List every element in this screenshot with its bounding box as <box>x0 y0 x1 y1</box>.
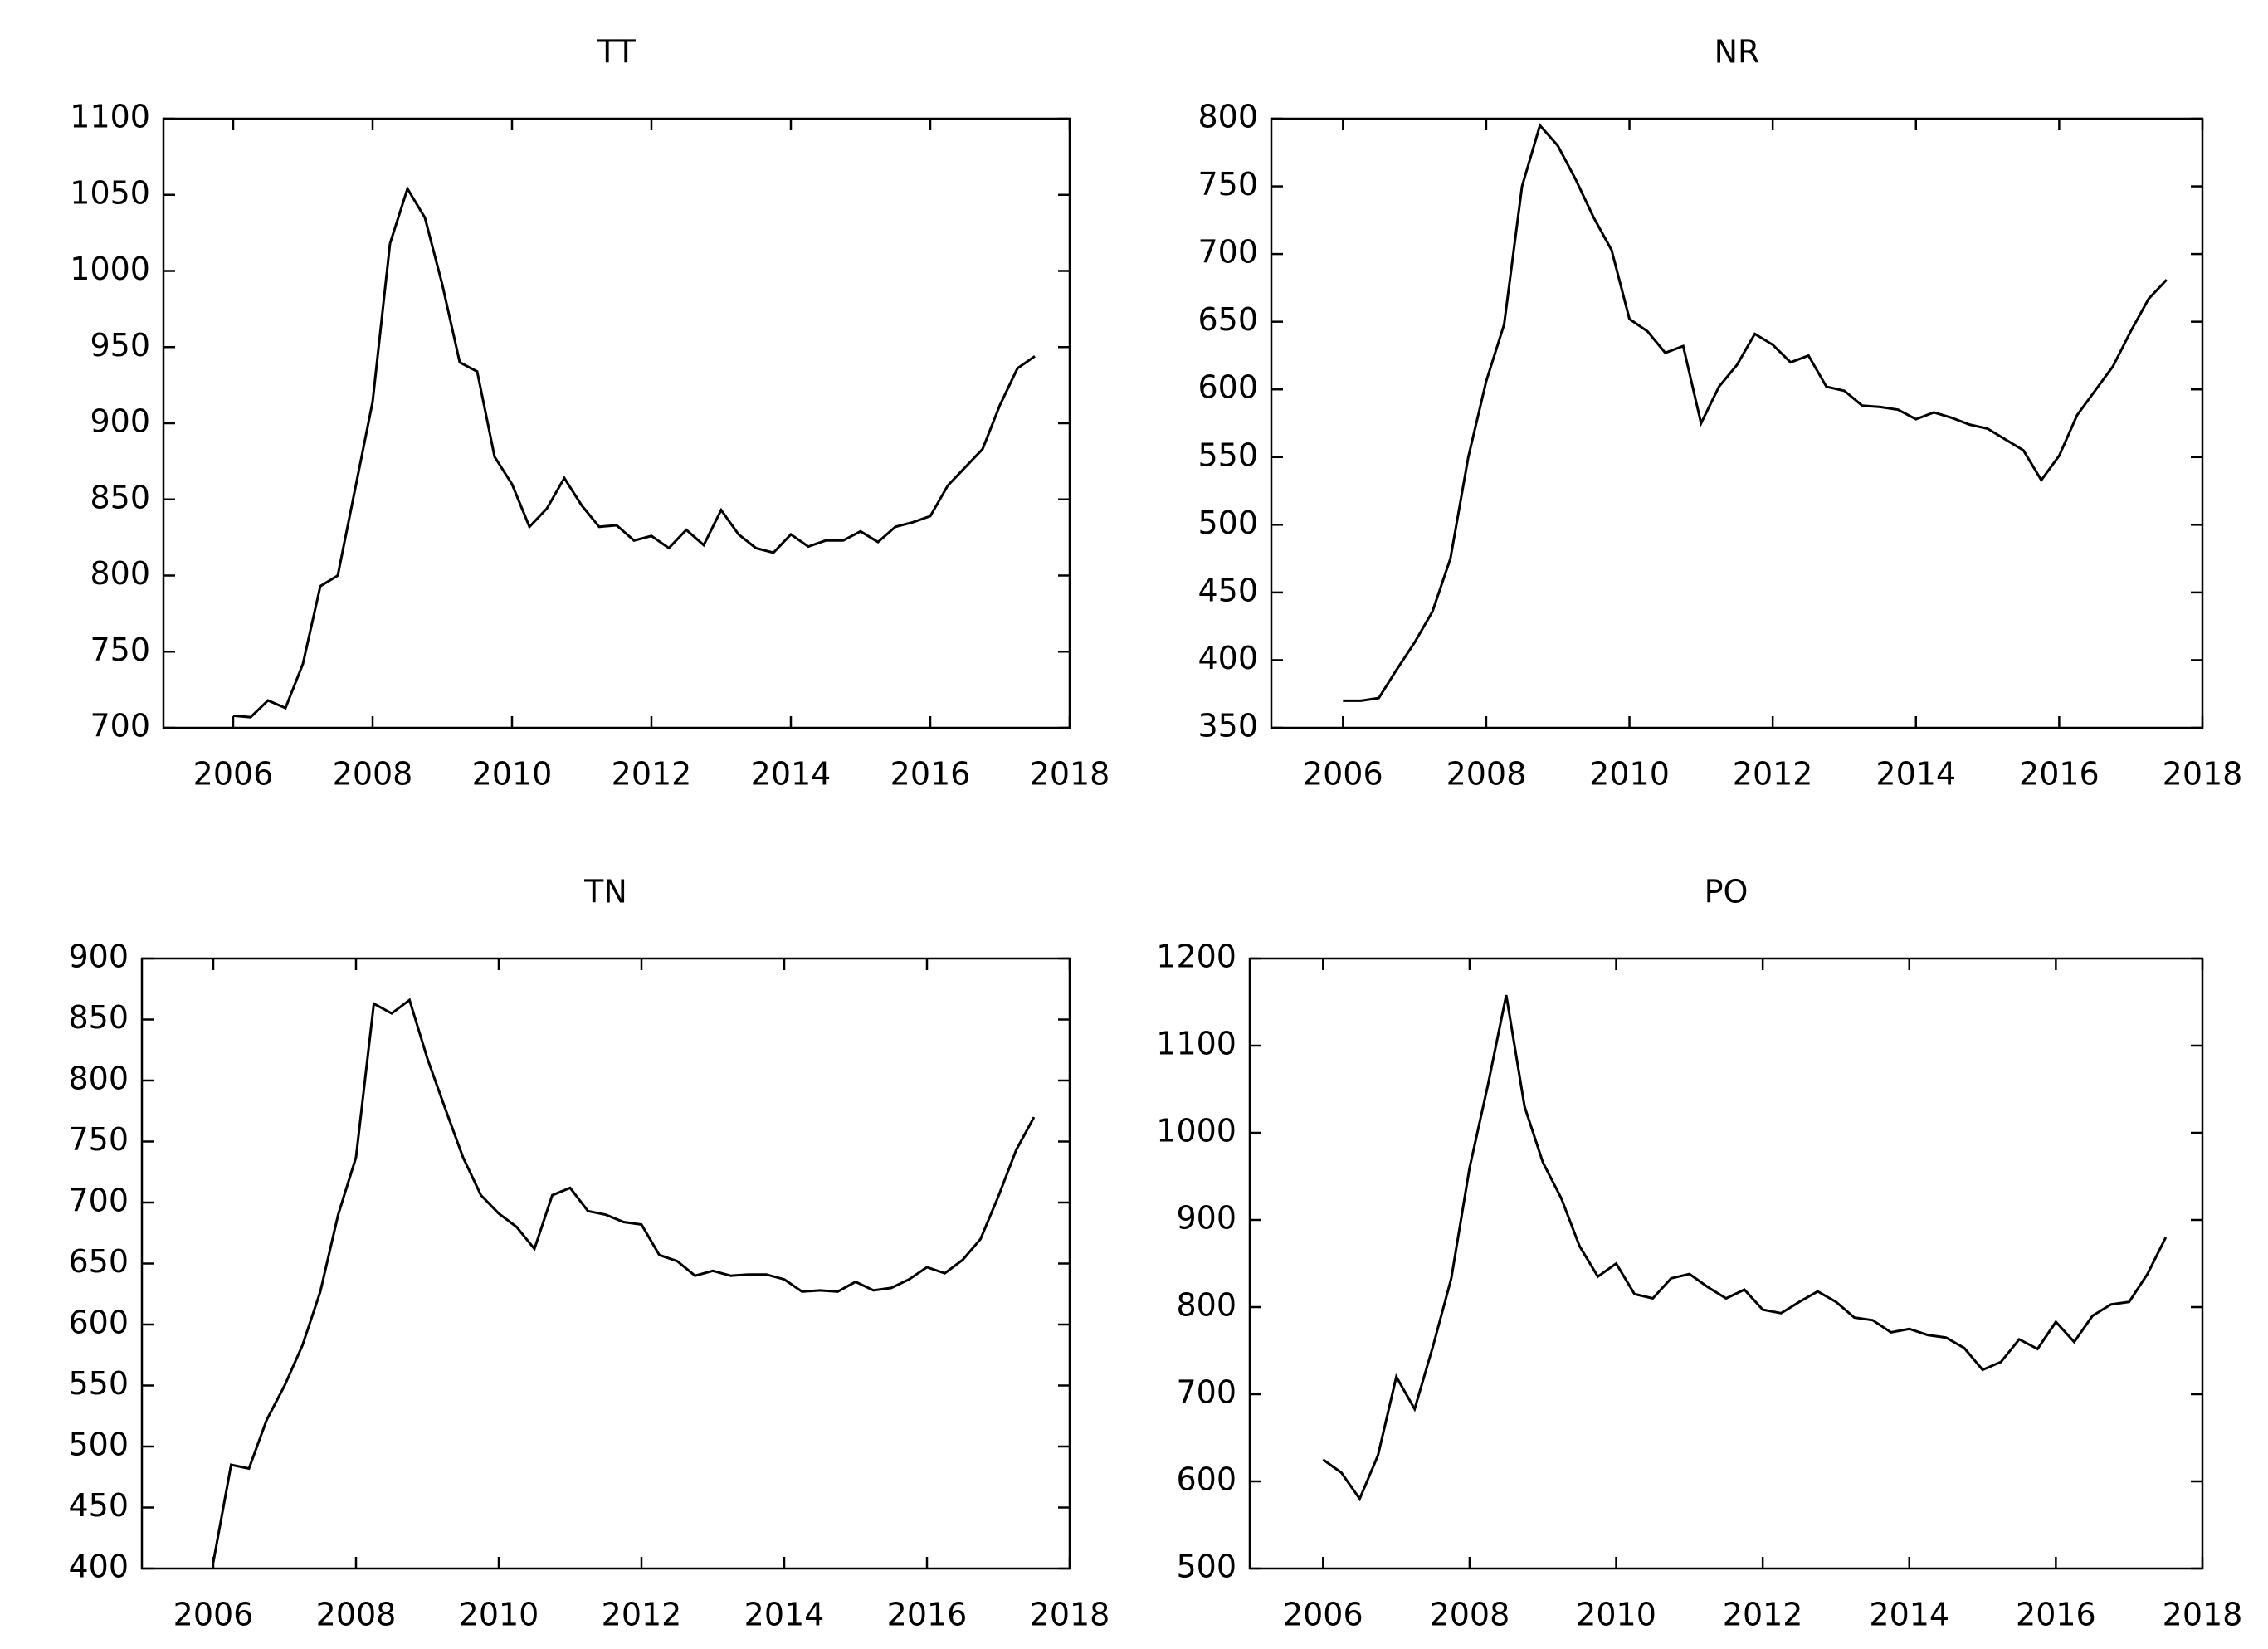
y-tick-label: 700 <box>68 1183 129 1219</box>
y-tick-label: 700 <box>90 708 150 744</box>
x-tick-label: 2006 <box>1303 756 1383 793</box>
x-tick-label: 2010 <box>459 1597 539 1633</box>
x-tick-label: 2018 <box>1030 1597 1110 1633</box>
y-tick-label: 500 <box>1197 505 1258 541</box>
x-tick-label: 2018 <box>2163 756 2243 793</box>
x-tick-label: 2014 <box>1875 756 1956 793</box>
y-tick-label: 600 <box>1176 1461 1236 1498</box>
x-tick-label: 2014 <box>1869 1597 1949 1633</box>
x-tick-label: 2010 <box>1576 1597 1656 1633</box>
x-tick-label: 2012 <box>612 756 692 793</box>
y-tick-label: 400 <box>1197 640 1258 676</box>
y-tick-label: 700 <box>1176 1374 1236 1411</box>
y-tick-label: 800 <box>90 555 150 592</box>
y-tick-label: 1000 <box>1156 1113 1236 1149</box>
y-tick-label: 800 <box>1176 1287 1236 1324</box>
x-tick-label: 2010 <box>1589 756 1670 793</box>
y-tick-label: 550 <box>1197 437 1258 473</box>
x-tick-label: 2008 <box>1430 1597 1510 1633</box>
y-tick-label: 1100 <box>70 99 150 135</box>
y-tick-label: 850 <box>68 999 129 1036</box>
y-tick-label: 450 <box>68 1487 129 1524</box>
y-tick-label: 750 <box>1197 166 1258 202</box>
y-tick-label: 500 <box>1176 1549 1236 1585</box>
chart-title: PO <box>1705 874 1749 910</box>
data-line <box>1322 994 2168 1502</box>
chart-title: TN <box>583 874 627 910</box>
y-tick-label: 650 <box>68 1243 129 1280</box>
x-tick-label: 2006 <box>193 756 274 793</box>
x-tick-label: 2016 <box>887 1597 968 1633</box>
x-tick-label: 2008 <box>333 756 413 793</box>
y-tick-label: 400 <box>68 1549 129 1585</box>
plot-frame <box>140 957 1071 1570</box>
x-tick-label: 2008 <box>316 1597 397 1633</box>
x-tick-label: 2014 <box>751 756 832 793</box>
y-tick-label: 500 <box>68 1427 129 1463</box>
data-line <box>212 998 1036 1563</box>
chart-title: TT <box>597 34 637 71</box>
y-tick-label: 550 <box>68 1365 129 1402</box>
y-tick-label: 750 <box>68 1121 129 1158</box>
y-tick-label: 900 <box>90 403 150 440</box>
y-tick-label: 600 <box>68 1305 129 1341</box>
y-tick-label: 900 <box>68 939 129 975</box>
x-tick-label: 2014 <box>744 1597 825 1633</box>
x-tick-label: 2016 <box>2016 1597 2096 1633</box>
y-tick-label: 800 <box>1197 99 1258 135</box>
y-tick-label: 900 <box>1176 1200 1236 1237</box>
y-tick-label: 450 <box>1197 572 1258 608</box>
y-tick-label: 1100 <box>1156 1026 1236 1062</box>
data-line <box>1343 123 2168 702</box>
y-tick-label: 1200 <box>1156 939 1236 975</box>
y-tick-label: 750 <box>90 632 150 668</box>
y-tick-label: 1000 <box>70 251 150 287</box>
x-tick-label: 2006 <box>173 1597 254 1633</box>
y-tick-label: 650 <box>1197 301 1258 338</box>
y-tick-label: 950 <box>90 327 150 363</box>
x-tick-label: 2010 <box>472 756 553 793</box>
y-tick-label: 600 <box>1197 369 1258 406</box>
x-tick-label: 2012 <box>602 1597 682 1633</box>
x-tick-label: 2018 <box>2163 1597 2243 1633</box>
y-tick-label: 1050 <box>70 174 150 211</box>
y-tick-label: 800 <box>68 1061 129 1097</box>
x-tick-label: 2008 <box>1446 756 1527 793</box>
plot-frame <box>1270 117 2204 729</box>
x-tick-label: 2006 <box>1283 1597 1363 1633</box>
plot-frame <box>1248 957 2204 1570</box>
y-tick-label: 700 <box>1197 234 1258 271</box>
x-tick-label: 2016 <box>2019 756 2100 793</box>
x-tick-label: 2018 <box>1030 756 1110 793</box>
x-tick-label: 2012 <box>1723 1597 1803 1633</box>
y-tick-label: 350 <box>1197 708 1258 744</box>
x-tick-label: 2016 <box>890 756 971 793</box>
y-tick-label: 850 <box>90 479 150 515</box>
data-line <box>232 185 1036 719</box>
x-tick-label: 2012 <box>1733 756 1813 793</box>
plot-frame <box>162 117 1071 729</box>
chart-title: NR <box>1714 34 1760 71</box>
